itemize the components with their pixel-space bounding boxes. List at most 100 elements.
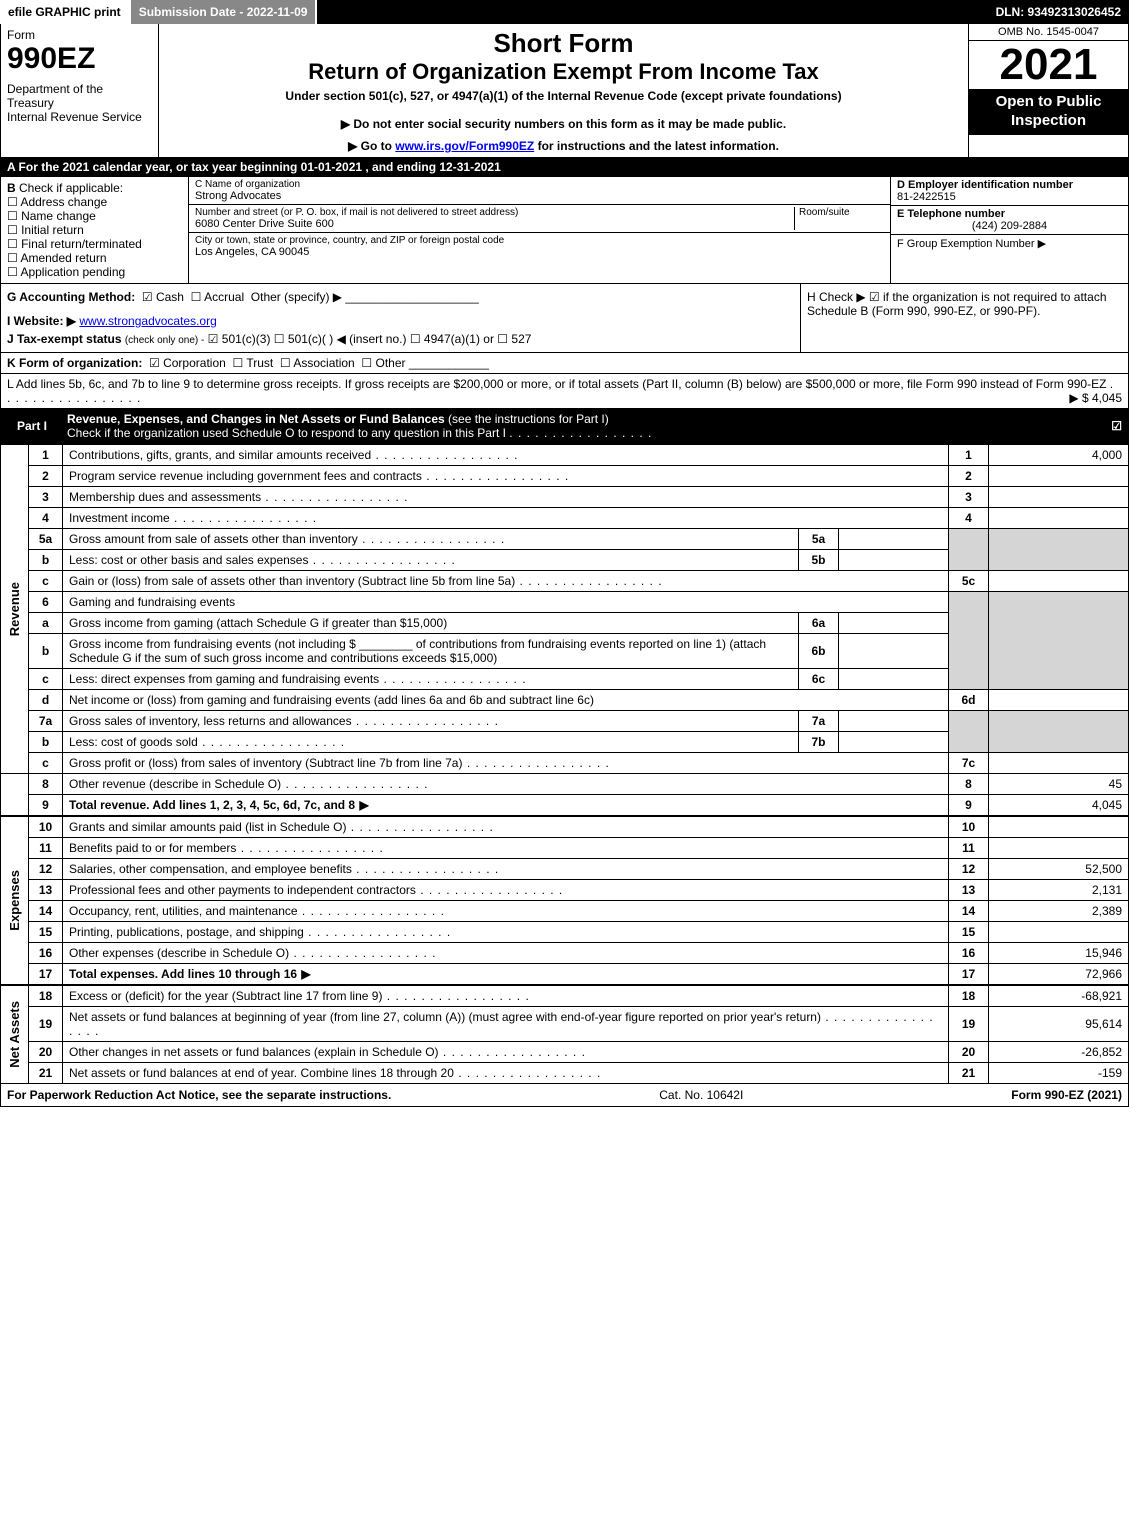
chk-schedule-b-not-required[interactable]	[869, 290, 883, 304]
e-label: E Telephone number	[897, 208, 1005, 220]
l10-desc: Grants and similar amounts paid (list in…	[69, 820, 494, 834]
l12-desc: Salaries, other compensation, and employ…	[69, 862, 499, 876]
l7a-num: 7a	[29, 711, 63, 732]
chk-initial-return[interactable]: Initial return	[7, 223, 182, 237]
revenue-side-label: Revenue	[7, 582, 22, 636]
l2-ref: 2	[949, 466, 989, 487]
j-sub: (check only one) -	[125, 335, 204, 346]
h-pre: H Check ▶	[807, 290, 869, 304]
l14-desc: Occupancy, rent, utilities, and maintena…	[69, 904, 445, 918]
expenses-table: Expenses 10 Grants and similar amounts p…	[0, 816, 1129, 985]
l1-desc: Contributions, gifts, grants, and simila…	[69, 448, 519, 462]
l19-num: 19	[29, 1007, 63, 1042]
chk-527[interactable]: 527	[497, 332, 531, 346]
l8-ref: 8	[949, 774, 989, 795]
l6a-sub: 6a	[799, 613, 839, 634]
l-amount: ▶ $ 4,045	[1069, 391, 1122, 405]
l13-val: 2,131	[989, 880, 1129, 901]
section-bcdef: B Check if applicable: Address change Na…	[0, 177, 1129, 284]
l20-desc: Other changes in net assets or fund bala…	[69, 1045, 586, 1059]
l6a-desc: Gross income from gaming (attach Schedul…	[63, 613, 799, 634]
ein: 81-2422515	[897, 191, 956, 203]
l6b-num: b	[29, 634, 63, 669]
l3-ref: 3	[949, 487, 989, 508]
l18-val: -68,921	[989, 986, 1129, 1007]
l16-val: 15,946	[989, 943, 1129, 964]
l5b-subval	[839, 550, 949, 571]
l1-val: 4,000	[989, 445, 1129, 466]
l5c-desc: Gain or (loss) from sale of assets other…	[69, 574, 663, 588]
chk-address-change[interactable]: Address change	[7, 195, 182, 209]
goto-post: for instructions and the latest informat…	[534, 139, 779, 153]
l5a-sub: 5a	[799, 529, 839, 550]
chk-amended-return[interactable]: Amended return	[7, 251, 182, 265]
chk-other-org[interactable]: Other	[361, 356, 405, 370]
l3-num: 3	[29, 487, 63, 508]
page-footer: For Paperwork Reduction Act Notice, see …	[0, 1084, 1129, 1107]
row-l: L Add lines 5b, 6c, and 7b to line 9 to …	[0, 374, 1129, 409]
l21-val: -159	[989, 1063, 1129, 1084]
l4-val	[989, 508, 1129, 529]
phone: (424) 209-2884	[897, 220, 1122, 232]
l20-val: -26,852	[989, 1042, 1129, 1063]
l5a-subval	[839, 529, 949, 550]
part-i-dots	[509, 426, 652, 440]
chk-501c[interactable]: 501(c)( ) ◀ (insert no.)	[274, 332, 407, 346]
chk-schedule-o-used[interactable]	[1111, 419, 1122, 433]
l8-desc: Other revenue (describe in Schedule O)	[69, 777, 428, 791]
chk-trust[interactable]: Trust	[232, 356, 273, 370]
l21-num: 21	[29, 1063, 63, 1084]
l5b-num: b	[29, 550, 63, 571]
chk-accrual[interactable]: Accrual	[191, 290, 244, 304]
l13-num: 13	[29, 880, 63, 901]
l7b-subval	[839, 732, 949, 753]
return-title: Return of Organization Exempt From Incom…	[165, 59, 962, 85]
netassets-side-label: Net Assets	[7, 1001, 22, 1068]
goto-line: ▶ Go to www.irs.gov/Form990EZ for instru…	[165, 139, 962, 153]
l6b-d1: Gross income from fundraising events (no…	[69, 637, 356, 651]
website-link[interactable]: www.strongadvocates.org	[79, 314, 216, 328]
chk-association[interactable]: Association	[280, 356, 355, 370]
chk-name-change[interactable]: Name change	[7, 209, 182, 223]
l6c-num: c	[29, 669, 63, 690]
l17-num: 17	[29, 964, 63, 985]
chk-application-pending[interactable]: Application pending	[7, 265, 182, 279]
l4-desc: Investment income	[69, 511, 317, 525]
org-street: 6080 Center Drive Suite 600	[195, 218, 794, 230]
l6a-subval	[839, 613, 949, 634]
chk-cash[interactable]: Cash	[142, 290, 184, 304]
l10-val	[989, 817, 1129, 838]
l6b-desc: Gross income from fundraising events (no…	[63, 634, 799, 669]
l5b-desc: Less: cost or other basis and sales expe…	[69, 553, 456, 567]
l19-val: 95,614	[989, 1007, 1129, 1042]
l18-num: 18	[29, 986, 63, 1007]
l5b-sub: 5b	[799, 550, 839, 571]
efile-print: efile GRAPHIC print	[0, 0, 131, 24]
l2-desc: Program service revenue including govern…	[69, 469, 569, 483]
l17-val: 72,966	[989, 964, 1129, 985]
col-c: C Name of organization Strong Advocates …	[189, 177, 890, 283]
col-def: D Employer identification number 81-2422…	[890, 177, 1128, 283]
l5c-ref: 5c	[949, 571, 989, 592]
chk-final-return[interactable]: Final return/terminated	[7, 237, 182, 251]
l5c-num: c	[29, 571, 63, 592]
chk-501c3[interactable]: 501(c)(3)	[208, 332, 271, 346]
b-check-if: Check if applicable:	[19, 181, 123, 195]
part-i-check: Check if the organization used Schedule …	[67, 426, 506, 440]
l7c-ref: 7c	[949, 753, 989, 774]
header-left: Form 990EZ Department of the Treasury In…	[1, 24, 159, 157]
l3-val	[989, 487, 1129, 508]
row-k: K Form of organization: Corporation Trus…	[0, 353, 1129, 374]
l2-num: 2	[29, 466, 63, 487]
l8-val: 45	[989, 774, 1129, 795]
goto-link[interactable]: www.irs.gov/Form990EZ	[395, 139, 534, 153]
l10-num: 10	[29, 817, 63, 838]
goto-pre: ▶ Go to	[348, 139, 395, 153]
l4-num: 4	[29, 508, 63, 529]
l11-desc: Benefits paid to or for members	[69, 841, 384, 855]
under-section: Under section 501(c), 527, or 4947(a)(1)…	[165, 89, 962, 103]
chk-4947a1[interactable]: 4947(a)(1) or	[410, 332, 494, 346]
chk-corporation[interactable]: Corporation	[149, 356, 226, 370]
l11-ref: 11	[949, 838, 989, 859]
col-b: B Check if applicable: Address change Na…	[1, 177, 189, 283]
